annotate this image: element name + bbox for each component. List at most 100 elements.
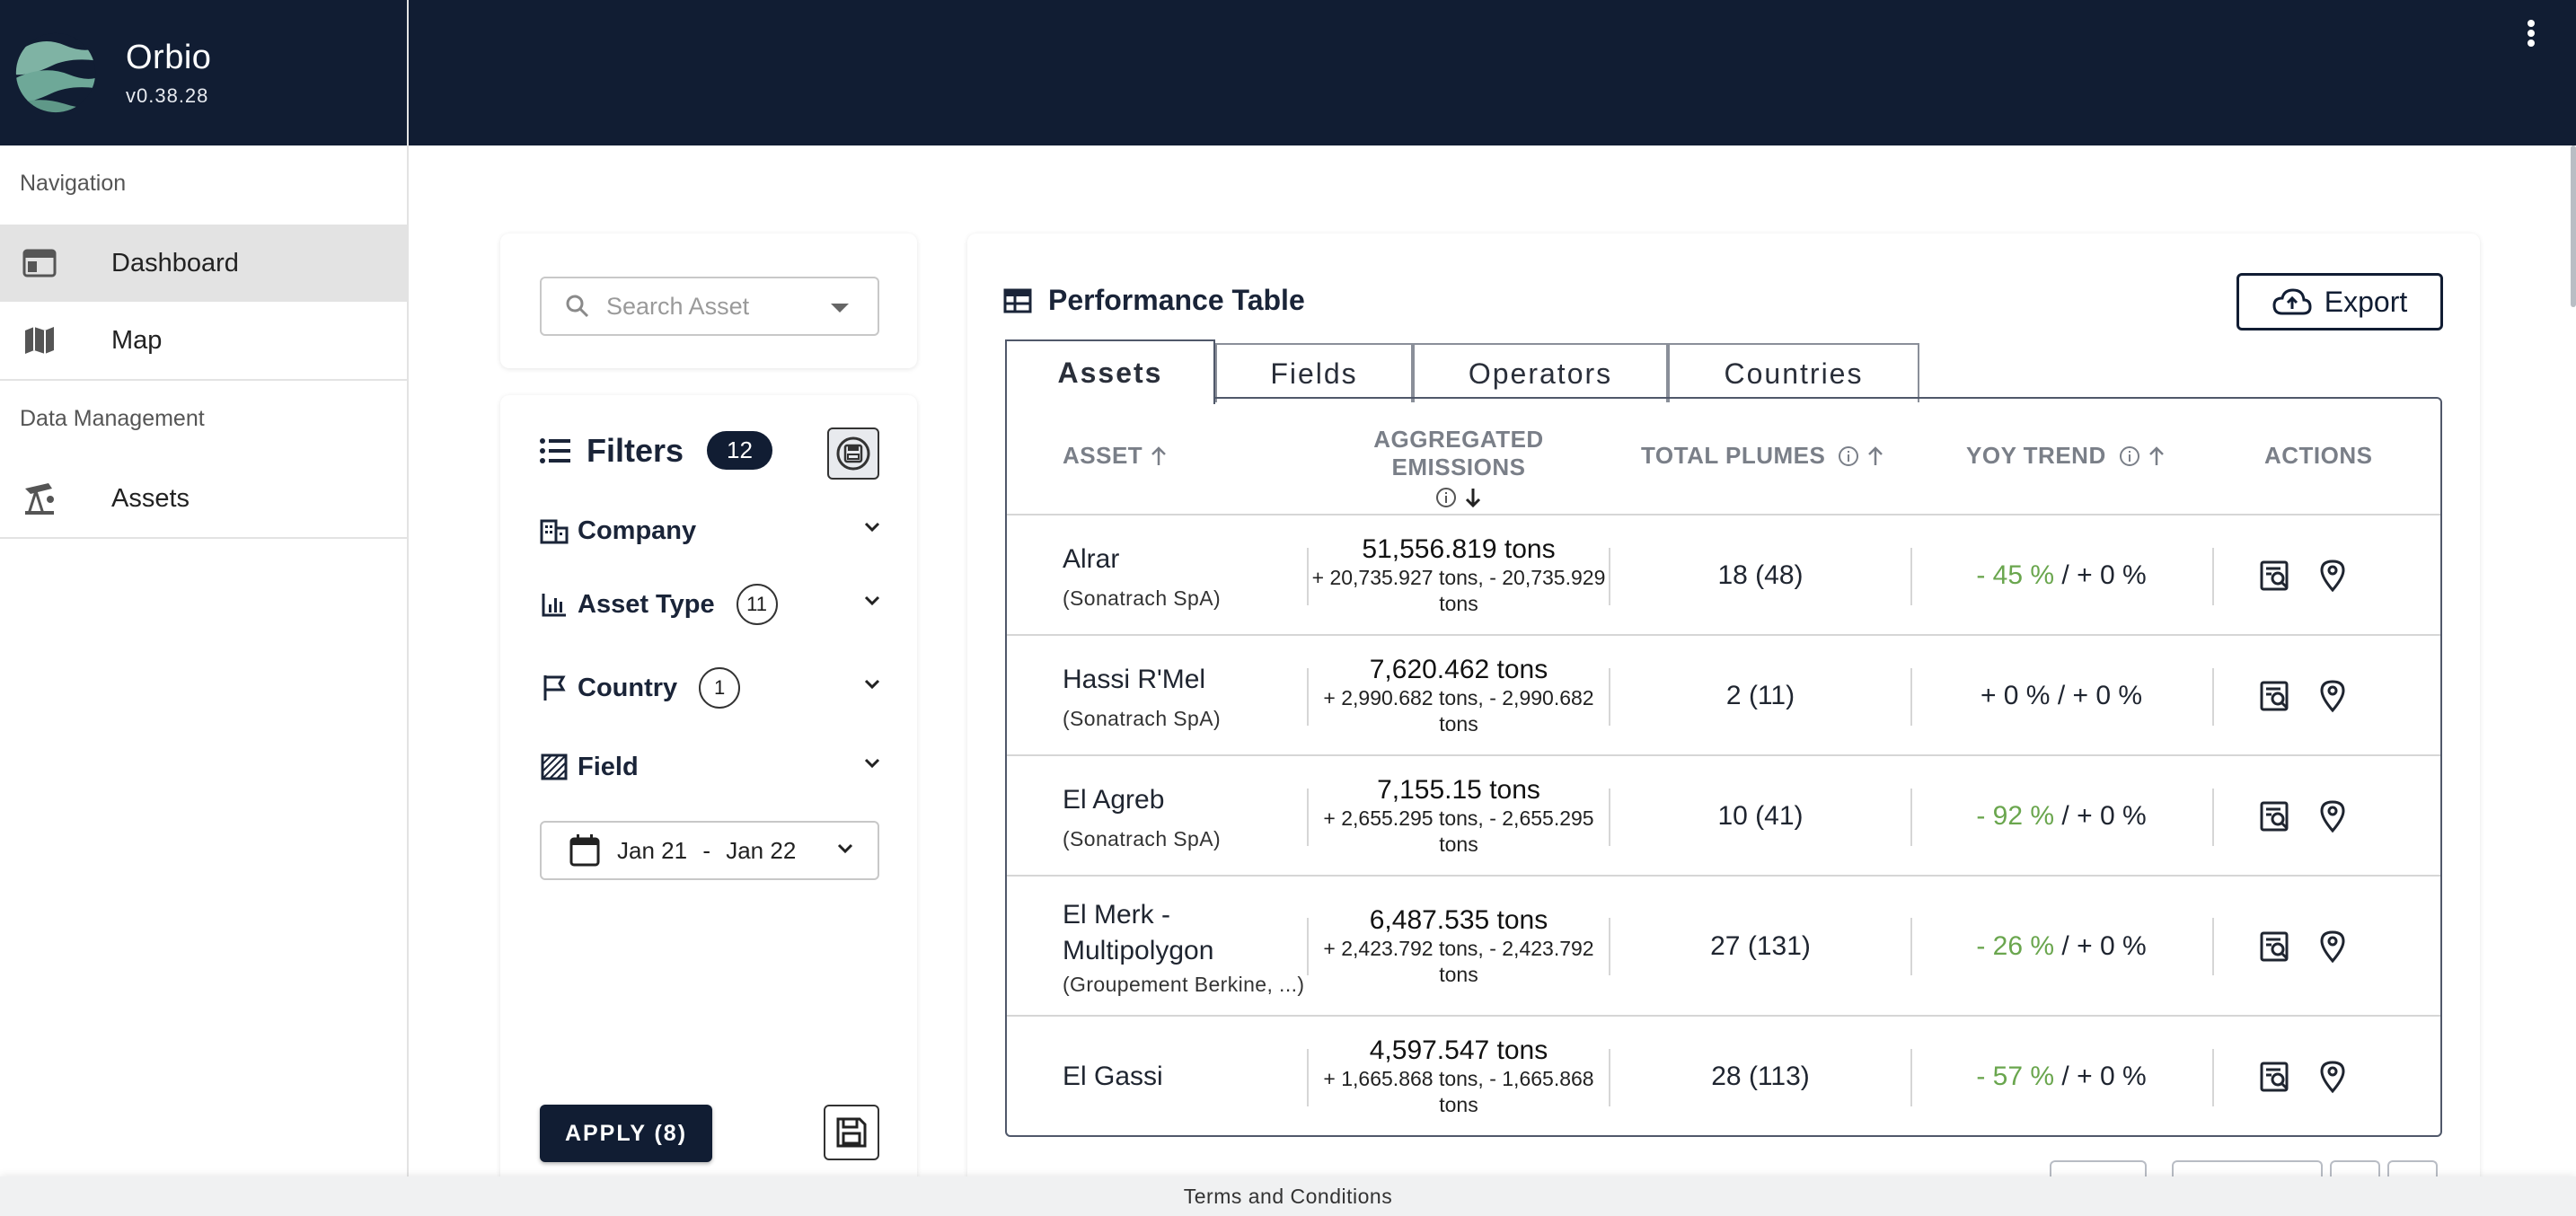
tab-countries[interactable]: Countries	[1668, 343, 1919, 402]
sort-up-icon[interactable]	[1866, 445, 1884, 467]
table-row[interactable]: El Gassi 4,597.547 tons + 1,665.868 tons,…	[1007, 1017, 2440, 1135]
column-header-yoy[interactable]: YOY TREND	[1966, 442, 2166, 470]
more-menu-icon[interactable]	[2522, 20, 2540, 47]
pagination-control[interactable]	[2330, 1160, 2380, 1178]
sidebar-item-map[interactable]: Map	[0, 302, 407, 379]
chevron-down-icon[interactable]	[863, 595, 881, 607]
map-pin-icon[interactable]	[2315, 678, 2351, 714]
cell-divider	[1609, 1049, 1610, 1106]
dropdown-caret-icon[interactable]	[831, 304, 849, 313]
cell-divider	[2212, 548, 2214, 605]
filter-country[interactable]: Country 1	[540, 665, 881, 710]
sort-up-icon[interactable]	[1150, 445, 1168, 467]
emissions-value: 51,556.819 tons	[1362, 534, 1556, 564]
filter-company[interactable]: Company	[540, 508, 881, 553]
emissions-range: + 20,735.927 tons, - 20,735.929 tons	[1311, 566, 1606, 615]
filters-header: Filters 12	[540, 431, 772, 470]
nav-divider	[0, 379, 407, 381]
sidebar-item-label: Map	[111, 325, 163, 355]
search-icon	[566, 295, 589, 318]
table-row[interactable]: Alrar (Sonatrach SpA) 51,556.819 tons + 20…	[1007, 515, 2440, 636]
tab-assets[interactable]: Assets	[1005, 339, 1215, 404]
filter-asset-type[interactable]: Asset Type 11	[540, 582, 881, 627]
date-separator: -	[702, 836, 710, 864]
column-header-asset[interactable]: ASSET	[1063, 442, 1168, 470]
asset-company: (Sonatrach SpA)	[1063, 706, 1222, 730]
filter-field[interactable]: Field	[540, 745, 881, 789]
table-row[interactable]: El Agreb (Sonatrach SpA) 7,155.15 tons + 2…	[1007, 756, 2440, 877]
page-title: Performance Table	[1048, 284, 1305, 316]
tab-bar: Assets Fields Operators Countries	[1005, 339, 1919, 404]
terms-link[interactable]: Terms and Conditions	[1183, 1184, 1393, 1208]
inspect-report-icon[interactable]	[2257, 1059, 2293, 1095]
yoy-current: - 57 %	[1976, 1062, 2055, 1091]
column-header-plumes[interactable]: TOTAL PLUMES	[1641, 442, 1884, 470]
search-input[interactable]	[606, 292, 831, 321]
save-circle-icon	[836, 436, 870, 471]
yoy-previous: / + 0 %	[2054, 801, 2147, 831]
emissions-range: + 2,990.682 tons, - 2,990.682 tons	[1323, 686, 1594, 736]
chevron-down-icon[interactable]	[863, 521, 881, 533]
asset-company: (Groupement Berkine, ...)	[1063, 972, 1305, 996]
nav-section-title: Data Management	[20, 406, 205, 431]
saved-filters-button[interactable]	[827, 427, 879, 480]
filters-panel: Filters 12 Company Asset Type 11 Country…	[500, 395, 917, 1185]
emissions-value: 7,620.462 tons	[1369, 655, 1548, 684]
apply-filters-button[interactable]: APPLY (8)	[540, 1105, 712, 1162]
tab-operators[interactable]: Operators	[1413, 343, 1668, 402]
sidebar-item-assets[interactable]: Assets	[0, 460, 407, 537]
search-asset-select[interactable]	[540, 277, 879, 336]
info-icon[interactable]	[2119, 445, 2140, 467]
yoy-previous: / + 0 %	[2050, 681, 2143, 710]
map-pin-icon[interactable]	[2315, 798, 2351, 834]
cloud-upload-icon	[2272, 288, 2312, 315]
inspect-report-icon[interactable]	[2257, 678, 2293, 714]
column-label: YOY TREND	[1966, 442, 2106, 469]
floppy-disk-icon	[836, 1117, 867, 1148]
inspect-report-icon[interactable]	[2257, 798, 2293, 834]
export-button[interactable]: Export	[2236, 273, 2443, 330]
emissions-range: + 2,655.295 tons, - 2,655.295 tons	[1323, 806, 1594, 856]
map-pin-icon[interactable]	[2315, 558, 2351, 594]
inspect-report-icon[interactable]	[2257, 558, 2293, 594]
cell-divider	[1609, 918, 1610, 975]
sort-down-icon[interactable]	[1464, 487, 1482, 508]
dashboard-icon	[22, 245, 57, 281]
date-range-picker[interactable]: Jan 21 - Jan 22	[540, 821, 879, 880]
hatched-square-icon	[540, 753, 569, 781]
yoy-trend: - 45 % / + 0 %	[1910, 515, 2212, 636]
chevron-down-icon[interactable]	[836, 842, 854, 855]
yoy-previous: / + 0 %	[2054, 560, 2147, 590]
chevron-down-icon[interactable]	[863, 678, 881, 691]
info-icon[interactable]	[1838, 445, 1859, 467]
filter-label: Field	[578, 752, 639, 781]
column-header-emissions[interactable]: AGGREGATED EMISSIONS	[1309, 426, 1609, 508]
pagination-control[interactable]	[2050, 1160, 2147, 1178]
table-row[interactable]: Hassi R'Mel (Sonatrach SpA) 7,620.462 ton…	[1007, 636, 2440, 756]
nav-divider	[0, 537, 407, 539]
table-row[interactable]: El Merk - Multipolygon (Groupement Berkin…	[1007, 877, 2440, 1017]
filter-label: Country	[578, 673, 678, 702]
page-scrollbar[interactable]	[2571, 145, 2576, 307]
info-icon[interactable]	[1435, 487, 1457, 508]
sort-up-icon[interactable]	[2148, 445, 2166, 467]
search-card	[500, 234, 917, 368]
filters-title: Filters	[587, 431, 684, 469]
asset-name: Hassi R'Mel	[1063, 664, 1206, 694]
list-icon	[540, 437, 570, 463]
yoy-previous: / + 0 %	[2054, 931, 2147, 961]
map-pin-icon[interactable]	[2315, 1059, 2351, 1095]
map-pin-icon[interactable]	[2315, 929, 2351, 965]
save-filters-button[interactable]	[824, 1105, 879, 1160]
chevron-down-icon[interactable]	[863, 757, 881, 770]
sidebar-item-dashboard[interactable]: Dashboard	[0, 225, 407, 302]
cell-divider	[1910, 1049, 1912, 1106]
inspect-report-icon[interactable]	[2257, 929, 2293, 965]
pagination-control[interactable]	[2387, 1160, 2438, 1178]
yoy-current: - 45 %	[1976, 560, 2055, 590]
cell-divider	[1910, 668, 1912, 726]
plumes-value: 28 (113)	[1711, 1062, 1810, 1091]
nav-section-title: Navigation	[20, 171, 127, 196]
tab-fields[interactable]: Fields	[1215, 343, 1413, 402]
pagination-control[interactable]	[2172, 1160, 2323, 1178]
